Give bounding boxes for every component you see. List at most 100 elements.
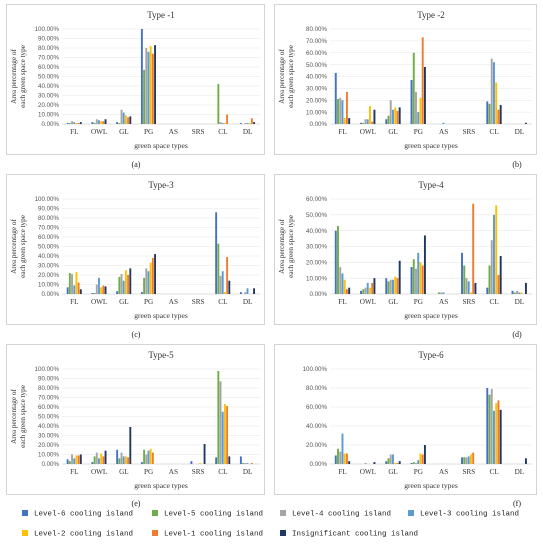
bar-fl-series-4 (73, 285, 76, 294)
y-tick-label: 60.00% (38, 64, 59, 71)
bar-cl-series-7 (499, 409, 502, 464)
x-tick-label: OWL (360, 298, 376, 306)
y-tick-label: 10.00% (306, 109, 327, 116)
x-tick-label: PG (414, 298, 423, 306)
bar-pg-series-1 (410, 463, 413, 464)
y-tick-label: 20.00% (306, 97, 327, 104)
bar-pg-series-5 (149, 262, 152, 294)
bar-owl-series-3 (364, 119, 367, 124)
bar-owl-series-3 (95, 284, 98, 294)
bar-pg-series-2 (143, 449, 146, 464)
bar-srs-series-2 (463, 265, 466, 294)
bar-cl-series-3 (490, 388, 493, 464)
bar-fl-series-4 (341, 433, 344, 464)
bar-pg-series-3 (145, 454, 148, 464)
bar-gl-series-5 (394, 107, 397, 124)
bar-gl-series-5 (394, 276, 397, 294)
x-tick-label: PG (144, 468, 153, 476)
y-tick-label: 50.00% (38, 74, 59, 81)
bar-srs-series-5 (469, 292, 472, 294)
bar-pg-series-7 (423, 235, 426, 294)
bar-pg-series-4 (417, 460, 420, 464)
y-axis-label: each green space type (287, 45, 295, 108)
bar-fl-series-6 (77, 282, 80, 294)
bar-gl-series-5 (124, 456, 127, 464)
bar-dl-series-6 (250, 463, 253, 464)
bar-owl-series-4 (98, 458, 100, 464)
bar-dl-series-2 (513, 292, 516, 294)
legend-swatch (22, 530, 28, 536)
bar-owl-series-4 (98, 120, 100, 124)
bar-cl-series-4 (221, 123, 224, 124)
legend-label: Level-4 cooling island (292, 510, 392, 519)
bar-cl-series-2 (217, 370, 220, 464)
bar-fl-series-3 (339, 451, 342, 464)
bar-dl-series-4 (518, 292, 521, 294)
bar-cl-series-3 (219, 381, 222, 464)
sublabel-c: (c) (131, 330, 141, 339)
legend-swatch (408, 510, 414, 516)
bar-fl-series-2 (337, 448, 339, 464)
bar-gl-series-6 (396, 110, 399, 124)
bar-dl-series-6 (250, 118, 253, 124)
bar-gl-series-4 (392, 279, 394, 294)
x-tick-label: CL (218, 298, 227, 306)
x-tick-label: PG (414, 468, 423, 476)
x-tick-label: GL (119, 468, 129, 476)
bar-fl-series-2 (68, 273, 71, 294)
x-axis-label: green space types (134, 141, 188, 150)
bar-owl-series-2 (93, 456, 96, 464)
bar-owl-series-7 (104, 119, 107, 124)
bar-gl-series-3 (120, 109, 123, 124)
bar-pg-series-5 (149, 46, 152, 124)
bar-srs-series-1 (461, 457, 463, 464)
bar-cl-series-4 (493, 62, 495, 124)
bar-owl-series-6 (102, 456, 105, 464)
y-tick-label: 0.00% (41, 121, 59, 128)
bar-gl-series-1 (116, 122, 119, 124)
bar-fl-series-1 (334, 230, 337, 294)
x-tick-label: AS (169, 298, 178, 306)
chart-title: Type -2 (417, 10, 445, 20)
bar-gl-series-1 (385, 278, 388, 294)
y-tick-label: 90.00% (38, 376, 59, 383)
bar-cl-series-7 (499, 256, 502, 294)
bar-gl-series-3 (389, 279, 392, 294)
y-tick-label: 40.00% (306, 228, 327, 235)
y-tick-label: 10.00% (38, 112, 59, 119)
bar-gl-series-7 (398, 107, 401, 124)
bar-dl-series-7 (524, 282, 527, 294)
bar-gl-series-1 (116, 291, 119, 294)
bar-fl-series-3 (71, 121, 73, 124)
bar-dl-series-1 (511, 290, 514, 294)
bar-owl-series-2 (362, 289, 365, 294)
bar-fl-series-3 (339, 267, 342, 294)
bar-cl-series-5 (223, 123, 226, 124)
bar-fl-series-5 (75, 455, 78, 464)
bar-pg-series-1 (410, 267, 413, 294)
y-tick-label: 80.00% (306, 385, 327, 392)
y-tick-label: 70.00% (38, 395, 59, 402)
bar-owl-series-4 (98, 277, 100, 294)
y-axis-label: Area percentage of (278, 219, 286, 274)
bar-gl-series-1 (116, 449, 119, 464)
bar-owl-series-6 (102, 121, 105, 124)
x-tick-label: SRS (192, 128, 205, 136)
y-tick-label: 30.00% (306, 86, 327, 93)
x-axis-label: green space types (404, 481, 458, 490)
bar-dl-series-3 (244, 123, 247, 124)
x-tick-label: SRS (462, 468, 475, 476)
x-tick-label: GL (119, 298, 129, 306)
bar-as-series-4 (442, 292, 445, 294)
y-axis-label: Area percentage of (10, 49, 18, 104)
x-tick-label: DL (515, 468, 525, 476)
bar-as-series-4 (442, 122, 445, 124)
bar-srs-series-3 (465, 457, 468, 464)
x-tick-label: DL (515, 128, 525, 136)
chart-c-svg: Type-3 0.00% 10.00% 20.00% 30.00% 40.00% 50.00… (10, 180, 260, 320)
y-tick-label: 100.00% (35, 366, 60, 373)
bar-pg-series-3 (145, 268, 148, 294)
legend-swatch (280, 510, 286, 516)
x-axis-label: green space types (404, 141, 458, 150)
bar-gl-series-6 (127, 457, 130, 464)
